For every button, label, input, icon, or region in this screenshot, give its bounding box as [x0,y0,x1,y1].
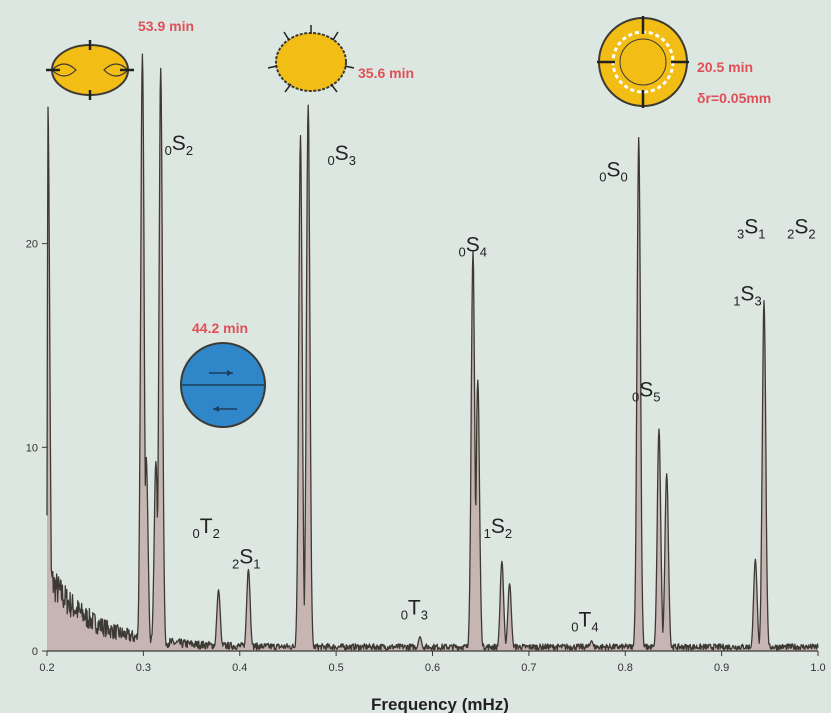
y-tick-label: 10 [26,442,38,454]
x-tick-label: 0.7 [521,662,536,674]
mode-label: 0S3 [327,142,355,168]
mode-0S3-illustration [267,25,355,93]
spectrum-layer [46,53,819,652]
mode-label: 0S2 [165,132,193,158]
mode-label: 0T3 [401,596,428,622]
annotation-0S0-amplitude: δr=0.05mm [697,90,771,106]
mode-label: 0S4 [459,234,487,260]
x-tick-label: 0.2 [39,662,54,674]
x-tick-label: 0.6 [425,662,440,674]
mode-label: 0S5 [632,378,660,404]
mode-label: 3S1 [737,215,765,241]
x-tick-label: 0.9 [714,662,729,674]
mode-label: 2S1 [232,545,260,571]
mode-labels: 0S2 0S3 0S4 0S0 3S1 2S2 1S3 0S5 1S2 0T2 2S1 0T3 0T4 [165,132,816,635]
annotation-0T2-period: 44.2 min [192,320,248,336]
y-tick-label: 20 [26,239,38,251]
mode-label: 0S0 [599,158,627,184]
mode-label: 2S2 [787,215,815,241]
x-tick-label: 1.0 [810,662,825,674]
mode-label: 1S2 [484,515,512,541]
x-tick-label: 0.3 [136,662,151,674]
mode-label: 0T4 [571,609,598,635]
annotation-0S0-period: 20.5 min [697,59,753,75]
y-axis-ticks: 0 10 20 [26,239,47,658]
x-tick-label: 0.5 [328,662,343,674]
x-axis-title: Frequency (mHz) [371,695,509,713]
x-tick-label: 0.4 [232,662,247,674]
mode-label: 1S3 [733,283,761,309]
mode-0S2-illustration [46,40,134,100]
mode-0S0-illustration [597,16,689,108]
mode-0T2-illustration [180,342,266,428]
annotation-0S2-period: 53.9 min [138,18,194,34]
annotation-0S3-period: 35.6 min [358,65,414,81]
spectrum-line [46,53,819,651]
y-tick-label: 0 [32,646,38,658]
x-tick-label: 0.8 [618,662,633,674]
mode-label: 0T2 [193,515,220,541]
x-axis-ticks: 0.2 0.3 0.4 0.5 0.6 0.7 0.8 0.9 1.0 [39,651,826,674]
